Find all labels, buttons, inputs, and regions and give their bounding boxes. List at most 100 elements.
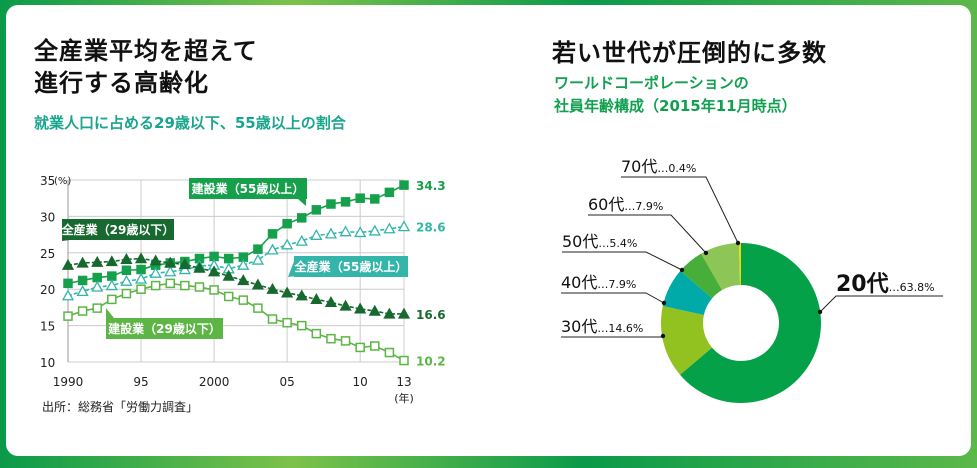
data-point (295, 289, 308, 301)
data-point (354, 226, 367, 238)
x-tick-label: 05 (279, 375, 294, 389)
data-point (311, 328, 322, 339)
data-point (326, 333, 336, 344)
data-point (136, 284, 146, 294)
data-point (61, 258, 75, 270)
data-point (310, 293, 323, 305)
data-point (324, 227, 338, 239)
y-tick-label: 20 (40, 283, 55, 297)
right-title: 若い世代が圧倒的に多数 (552, 39, 827, 67)
data-point (281, 286, 294, 298)
data-point (164, 256, 177, 268)
data-point (310, 228, 323, 240)
slice-percent-label: …0.4% (657, 162, 696, 175)
leader-dot (679, 267, 685, 273)
data-point (223, 253, 234, 264)
data-point (384, 187, 395, 198)
slice-label: 20代…63.8% (836, 272, 935, 297)
data-point (296, 320, 307, 331)
slice-age-label: 50代 (562, 232, 598, 251)
data-point (105, 279, 118, 291)
end-value-label: 10.2 (416, 355, 446, 369)
data-point (207, 265, 221, 277)
x-tick-label: 1990 (53, 375, 84, 389)
x-tick-label: 95 (133, 375, 148, 389)
data-point (397, 220, 411, 232)
series-label: 建設業（29歳以下） (107, 321, 221, 336)
end-value-label: 16.6 (416, 308, 446, 322)
data-point (63, 278, 73, 289)
donut-slice (680, 243, 821, 403)
data-point (340, 336, 351, 346)
leader-line (561, 335, 664, 338)
y-axis-unit: (%) (54, 176, 71, 187)
data-point (281, 238, 294, 250)
data-point (180, 280, 190, 291)
left-title-line1: 全産業平均を超えて (34, 37, 258, 65)
data-point (384, 347, 395, 358)
slice-age-label: 30代 (561, 317, 597, 336)
data-point (91, 280, 104, 292)
series-label-box (189, 178, 307, 199)
data-point (370, 341, 380, 351)
data-point (355, 193, 365, 203)
data-point (134, 252, 148, 264)
slice-age-label: 70代 (621, 157, 657, 176)
data-point (77, 275, 88, 286)
y-tick-label: 10 (40, 356, 55, 370)
slice-label: 30代…14.6% (561, 317, 643, 336)
x-tick-label: 13 (396, 375, 411, 389)
data-point (194, 282, 205, 292)
data-point (150, 280, 161, 291)
data-point (107, 271, 117, 281)
data-point (76, 256, 89, 268)
figure-frame: 35 30 25 20 15 10 (%) 1990 95 2000 05 10 13 (年) 34.3 28… (6, 5, 971, 456)
source-note: 出所：総務省「労働力調査」 (42, 400, 199, 414)
data-point (136, 264, 146, 275)
data-point (324, 295, 338, 307)
right-subtitle-line2: 社員年齢構成（2015年11月時点） (554, 97, 797, 115)
end-value-label: 34.3 (416, 179, 446, 193)
slice-percent-label: …14.6% (597, 322, 643, 335)
slice-label: 60代…7.9% (588, 195, 663, 214)
charts-canvas: 35 30 25 20 15 10 (%) 1990 95 2000 05 10 13 (年) 34.3 28… (40, 157, 943, 405)
data-point (253, 303, 263, 313)
data-point (339, 299, 352, 311)
data-point (311, 205, 322, 215)
data-point (282, 317, 292, 328)
leader-line (819, 295, 943, 313)
donut-slice (680, 253, 723, 299)
leader-dot (660, 333, 666, 339)
data-point (105, 255, 118, 267)
slice-percent-label: …7.9% (624, 200, 663, 213)
data-point (120, 274, 133, 286)
data-point (178, 258, 191, 270)
data-point (253, 244, 263, 254)
leader-line (561, 292, 665, 304)
slice-label: 40代…7.9% (561, 273, 636, 292)
data-point (267, 229, 278, 239)
data-point (266, 243, 279, 255)
data-point (237, 274, 250, 286)
slice-label: 50代…5.4% (562, 232, 637, 251)
data-point (354, 302, 367, 314)
leader-line (562, 251, 683, 271)
data-point (120, 253, 133, 265)
data-point (121, 265, 132, 276)
data-point (193, 261, 206, 273)
data-point (383, 307, 396, 319)
data-point (368, 304, 381, 316)
leader-dot (817, 309, 823, 315)
data-point (368, 224, 381, 236)
data-point (222, 269, 235, 281)
donut-slice (661, 306, 713, 375)
donut-slice (738, 243, 741, 286)
slice-percent-label: …7.9% (597, 278, 636, 291)
data-point (355, 342, 365, 353)
series-label-box (106, 318, 223, 339)
right-subtitle-line1: ワールドコーポレーションの (554, 74, 749, 92)
data-point (237, 258, 250, 270)
data-point (326, 199, 336, 209)
series-label: 建設業（55歳以上） (191, 181, 305, 196)
donut-slice (662, 270, 713, 315)
